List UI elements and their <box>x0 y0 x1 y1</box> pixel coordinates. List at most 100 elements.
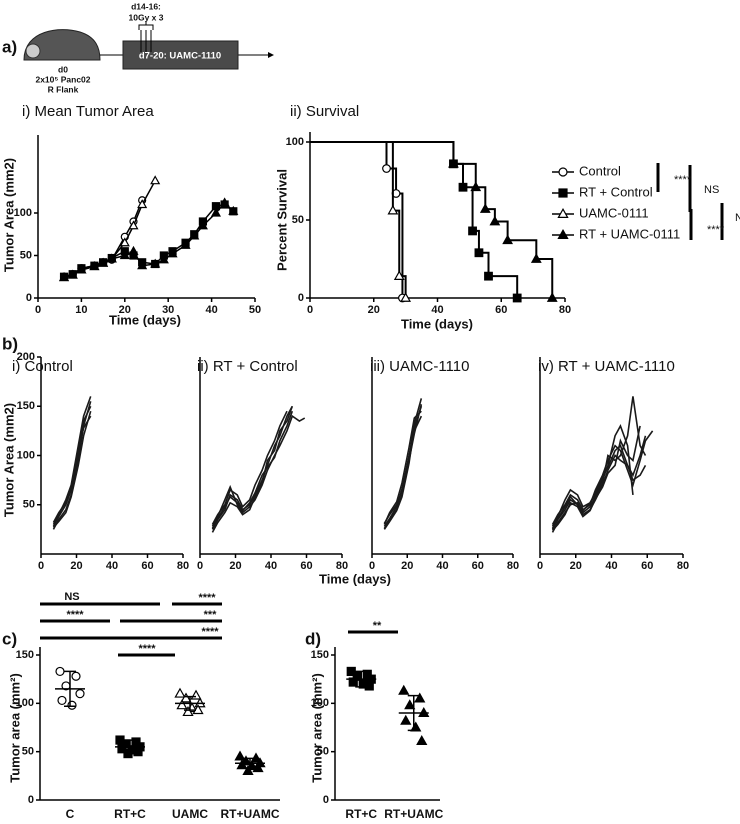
x-tick-label: C <box>66 807 75 821</box>
x-tick-label: 20 <box>70 560 82 572</box>
panel-label: a) <box>2 37 17 56</box>
marker <box>228 205 239 215</box>
marker <box>106 253 117 263</box>
marker <box>530 253 542 263</box>
panel-label: b) <box>2 334 18 353</box>
marker <box>393 270 405 280</box>
x-axis-label: Time (days) <box>401 316 473 331</box>
x-tick-label: 60 <box>300 560 312 572</box>
marker <box>197 220 208 230</box>
x-tick-label: 20 <box>401 560 413 572</box>
marker <box>242 764 254 775</box>
x-tick-label: 60 <box>141 560 153 572</box>
treatment-box <box>122 40 239 70</box>
significance-label: NS <box>704 184 719 196</box>
x-tick-label: RT+C <box>345 807 377 821</box>
significance-label: NS <box>64 591 79 603</box>
y-tick-label: 150 <box>16 649 34 661</box>
series-line <box>383 415 423 524</box>
y-tick-label: 0 <box>28 794 34 806</box>
marker <box>416 735 428 746</box>
marker <box>55 666 65 677</box>
marker <box>470 181 482 192</box>
x-tick-label: 30 <box>162 304 174 316</box>
series-line <box>52 405 92 527</box>
marker <box>133 747 143 757</box>
x-tick-label: 60 <box>495 304 507 316</box>
marker <box>117 744 127 754</box>
y-tick-label: 50 <box>22 746 34 758</box>
marker <box>387 204 399 215</box>
y-tick-label: 100 <box>16 697 34 709</box>
legend-label: RT + UAMC-0111 <box>579 226 680 241</box>
significance-label: NS <box>735 212 740 224</box>
chart-title: ii) Survival <box>290 103 359 120</box>
y-tick-label: 100 <box>14 207 32 219</box>
y-axis-label: Tumor Area (mm2) <box>1 158 16 272</box>
marker <box>128 245 139 255</box>
site-label: R Flank <box>48 84 79 94</box>
x-axis-label: Time (days) <box>109 312 181 327</box>
x-tick-label: 60 <box>641 560 653 572</box>
x-tick-label: UAMC <box>172 807 208 821</box>
series-line <box>551 444 647 529</box>
marker <box>234 750 246 761</box>
y-tick-label: 50 <box>23 499 35 511</box>
x-tick-label: 40 <box>205 304 217 316</box>
x-tick-label: 20 <box>119 304 131 316</box>
series-line <box>52 415 92 523</box>
x-tick-label: 0 <box>38 560 44 572</box>
y-tick-label: 100 <box>17 449 35 461</box>
marker <box>89 261 100 271</box>
marker <box>57 695 67 706</box>
marker <box>502 234 514 245</box>
marker <box>58 272 70 282</box>
survival-curve <box>310 141 554 298</box>
x-tick-label: 0 <box>369 560 375 572</box>
marker <box>414 692 426 703</box>
marker <box>180 692 192 703</box>
marker <box>76 264 87 274</box>
panel-label: c) <box>2 629 17 648</box>
significance-label: **** <box>201 626 219 638</box>
y-axis-label: Tumor area (mm²) <box>309 673 324 783</box>
marker <box>174 687 186 698</box>
marker <box>448 158 459 168</box>
chart-title: iv) RT + UAMC-1110 <box>538 358 675 375</box>
x-tick-label: 0 <box>35 304 41 316</box>
rt-days: d14-16: <box>131 1 161 11</box>
significance-label: **** <box>138 643 156 655</box>
series-line <box>52 410 92 528</box>
x-tick-label: 60 <box>472 560 484 572</box>
marker <box>474 248 484 258</box>
x-tick-label: 40 <box>436 560 448 572</box>
chart-title: i) Mean Tumor Area <box>22 103 154 120</box>
marker <box>167 248 178 258</box>
x-tick-label: RT+UAMC <box>384 807 443 821</box>
x-tick-label: 80 <box>177 560 189 572</box>
marker <box>180 239 191 249</box>
marker <box>484 271 493 281</box>
marker <box>364 681 374 691</box>
x-tick-label: 20 <box>368 304 380 316</box>
y-tick-label: 50 <box>292 214 304 226</box>
x-tick-label: 40 <box>605 560 617 572</box>
chart-title: i) Control <box>12 358 73 375</box>
marker <box>67 700 77 710</box>
x-tick-label: 50 <box>249 304 261 316</box>
y-tick-label: 200 <box>17 351 35 363</box>
marker <box>236 759 248 770</box>
marker <box>119 237 130 247</box>
marker <box>128 220 139 230</box>
day-label: d0 <box>58 64 68 74</box>
marker <box>404 699 416 710</box>
marker <box>512 293 522 303</box>
marker <box>119 250 130 260</box>
marker <box>458 182 468 192</box>
treatment-label: d7-20: UAMC-1110 <box>139 51 221 62</box>
x-tick-label: 10 <box>75 304 87 316</box>
x-tick-label: 0 <box>197 560 203 572</box>
series-line <box>211 410 294 529</box>
chart-title: ii) RT + Control <box>197 358 298 375</box>
x-axis-label: Time (days) <box>319 571 391 586</box>
